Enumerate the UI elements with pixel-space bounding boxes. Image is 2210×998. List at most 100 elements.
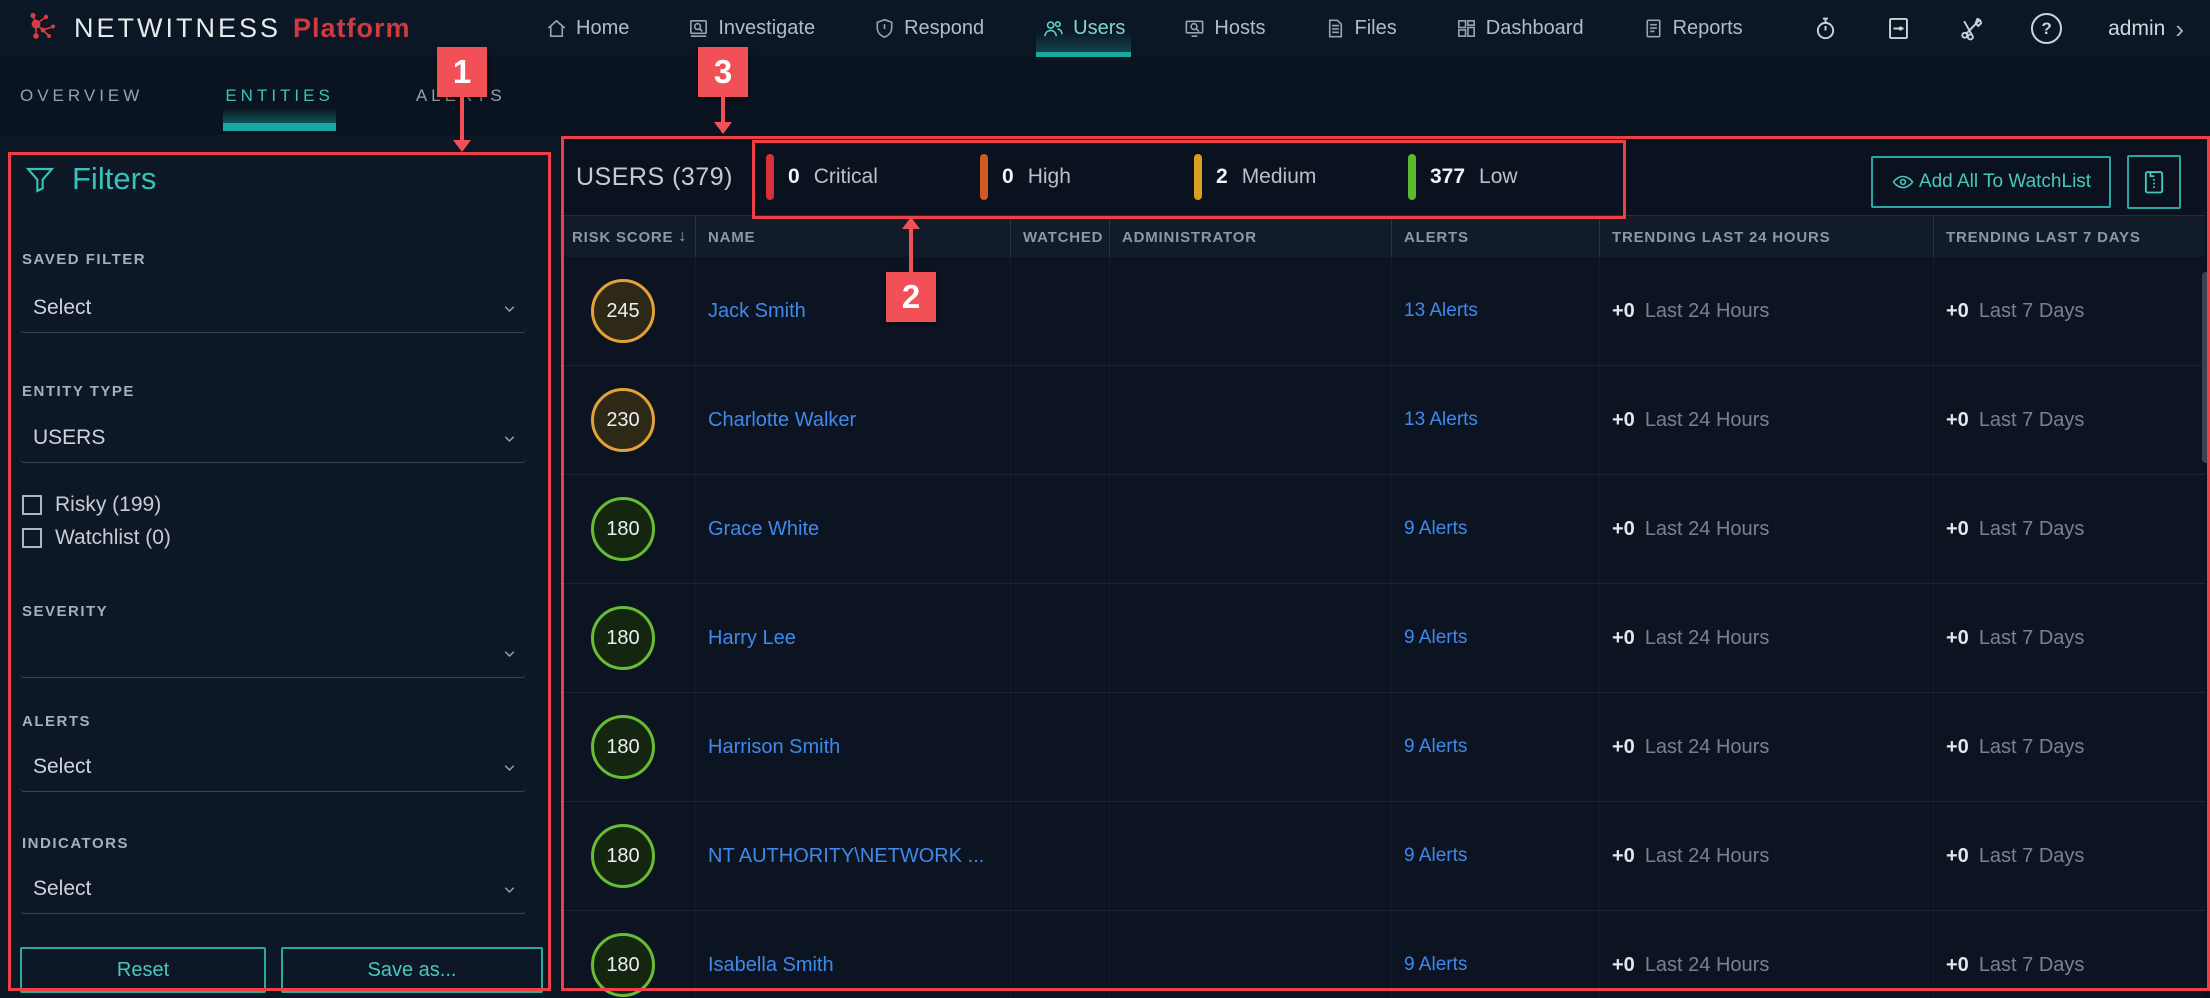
filters-header: Filters: [24, 161, 156, 197]
column-header-name[interactable]: NAME: [695, 216, 1010, 258]
files-icon: [1324, 17, 1347, 40]
column-header-risk-score[interactable]: RISK SCORE ↓: [560, 216, 695, 258]
reset-button[interactable]: Reset: [20, 947, 266, 993]
nav-label: Respond: [904, 17, 985, 39]
alerts-link[interactable]: 13 Alerts: [1404, 409, 1478, 430]
export-button[interactable]: [2127, 155, 2181, 209]
trend-label: Last 24 Hours: [1644, 408, 1770, 431]
trend-value: +0: [1612, 844, 1635, 867]
nav-item-reports[interactable]: Reports: [1642, 0, 1743, 57]
nav-item-users[interactable]: Users: [1036, 0, 1132, 57]
nav-item-files[interactable]: Files: [1324, 0, 1397, 57]
trending-24h-cell: +0 Last 24 Hours: [1599, 366, 1933, 474]
alerts-cell: 9 Alerts: [1391, 584, 1599, 692]
administrator-cell: [1109, 693, 1391, 801]
watched-cell: [1010, 911, 1109, 998]
table-row: 180 Isabella Smith 9 Alerts +0 Last 24 Ho…: [560, 911, 2205, 998]
column-header-watched[interactable]: WATCHED: [1010, 216, 1109, 258]
critical-bar: [766, 154, 774, 200]
trend-value: +0: [1946, 735, 1969, 758]
trend-label: Last 7 Days: [1978, 735, 2085, 758]
filter-funnel-icon: [24, 163, 56, 195]
low-label: Low: [1479, 165, 1518, 188]
alerts-select[interactable]: Select: [20, 747, 526, 792]
topbar-actions: ? admin ›: [1812, 0, 2184, 57]
save-as-button[interactable]: Save as...: [281, 947, 543, 993]
risky-checkbox-row[interactable]: Risky (199): [22, 493, 161, 517]
chevron-down-icon: [501, 881, 518, 898]
risk-score-badge: 230: [591, 388, 655, 452]
watchlist-checkbox-row[interactable]: Watchlist (0): [22, 526, 171, 550]
table-row: 180 NT AUTHORITY\NETWORK ... 9 Alerts +0…: [560, 802, 2205, 911]
user-name-link[interactable]: NT AUTHORITY\NETWORK ...: [708, 844, 985, 867]
alerts-link[interactable]: 13 Alerts: [1404, 300, 1478, 321]
risk-score-badge: 180: [591, 715, 655, 779]
trend-value: +0: [1946, 517, 1969, 540]
table-row: 180 Harry Lee 9 Alerts +0 Last 24 Hours +…: [560, 584, 2205, 693]
trending-24h-cell: +0 Last 24 Hours: [1599, 475, 1933, 583]
severity-select[interactable]: [20, 633, 526, 678]
risk-score-cell: 180: [560, 802, 695, 910]
nav-item-home[interactable]: Home: [545, 0, 629, 57]
user-name-link[interactable]: Charlotte Walker: [708, 408, 857, 431]
alerts-link[interactable]: 9 Alerts: [1404, 736, 1468, 757]
indicators-select[interactable]: Select: [20, 869, 526, 914]
timer-icon[interactable]: [1812, 15, 1839, 42]
column-header-trending-7d[interactable]: TRENDING LAST 7 DAYS: [1933, 216, 2205, 258]
watched-cell: [1010, 366, 1109, 474]
column-header-alerts[interactable]: ALERTS: [1391, 216, 1599, 258]
saved-filter-label: SAVED FILTER: [22, 251, 147, 268]
risk-score-cell: 245: [560, 257, 695, 365]
user-name-link[interactable]: Jack Smith: [708, 299, 806, 322]
indicators-value: Select: [33, 877, 92, 900]
admin-menu[interactable]: admin ›: [2108, 16, 2184, 42]
respond-shield-icon: [873, 17, 896, 40]
view-tabs: OVERVIEW ENTITIES ALERTS: [18, 57, 508, 135]
alerts-link[interactable]: 9 Alerts: [1404, 954, 1468, 975]
nav-item-respond[interactable]: Respond: [873, 0, 984, 57]
alerts-link[interactable]: 9 Alerts: [1404, 845, 1468, 866]
entity-type-select[interactable]: USERS: [20, 418, 526, 463]
column-header-trending-24h[interactable]: TRENDING LAST 24 HOURS: [1599, 216, 1933, 258]
watched-cell: [1010, 802, 1109, 910]
trend-label: Last 24 Hours: [1644, 517, 1770, 540]
tools-icon[interactable]: [1958, 15, 1985, 42]
nav-label: Dashboard: [1485, 17, 1584, 39]
user-name-link[interactable]: Harry Lee: [708, 626, 796, 649]
risk-score-badge: 245: [591, 279, 655, 343]
nav-item-investigate[interactable]: Investigate: [687, 0, 815, 57]
trend-label: Last 24 Hours: [1644, 953, 1770, 976]
trend-value: +0: [1946, 844, 1969, 867]
trending-24h-cell: +0 Last 24 Hours: [1599, 693, 1933, 801]
add-all-to-watchlist-button[interactable]: Add All To WatchList: [1871, 156, 2111, 208]
alerts-cell: 13 Alerts: [1391, 366, 1599, 474]
trending-24h-cell: +0 Last 24 Hours: [1599, 584, 1933, 692]
tab-entities[interactable]: ENTITIES: [223, 84, 336, 131]
saved-filter-select[interactable]: Select: [20, 288, 526, 333]
tab-alerts[interactable]: ALERTS: [415, 86, 506, 105]
trending-7d-cell: +0 Last 7 Days: [1933, 366, 2205, 474]
user-name-link[interactable]: Isabella Smith: [708, 953, 834, 976]
administrator-cell: [1109, 911, 1391, 998]
low-bar: [1408, 154, 1416, 200]
user-name-link[interactable]: Harrison Smith: [708, 735, 841, 758]
alerts-link[interactable]: 9 Alerts: [1404, 627, 1468, 648]
watchlist-checkbox[interactable]: [22, 528, 42, 548]
help-icon[interactable]: ?: [2031, 13, 2063, 44]
netwitness-logo[interactable]: NETWITNESS Platform: [26, 11, 411, 47]
severity-low: 377 Low: [1408, 145, 1622, 209]
brand-suffix: Platform: [293, 13, 411, 43]
brand-name: NETWITNESS: [74, 13, 282, 43]
users-content: USERS (379) 0 Critical 0 High 2 Medium 3…: [560, 135, 2210, 998]
nav-item-hosts[interactable]: Hosts: [1183, 0, 1266, 57]
risky-checkbox[interactable]: [22, 495, 42, 515]
alerts-link[interactable]: 9 Alerts: [1404, 518, 1468, 539]
user-name-link[interactable]: Grace White: [708, 517, 820, 540]
name-cell: Jack Smith: [695, 257, 1010, 365]
vertical-scrollbar[interactable]: [2202, 272, 2210, 463]
column-header-administrator[interactable]: ADMINISTRATOR: [1109, 216, 1391, 258]
trending-7d-cell: +0 Last 7 Days: [1933, 257, 2205, 365]
tab-overview[interactable]: OVERVIEW: [20, 86, 144, 105]
nav-item-dashboard[interactable]: Dashboard: [1455, 0, 1584, 57]
preferences-icon[interactable]: [1885, 15, 1912, 42]
